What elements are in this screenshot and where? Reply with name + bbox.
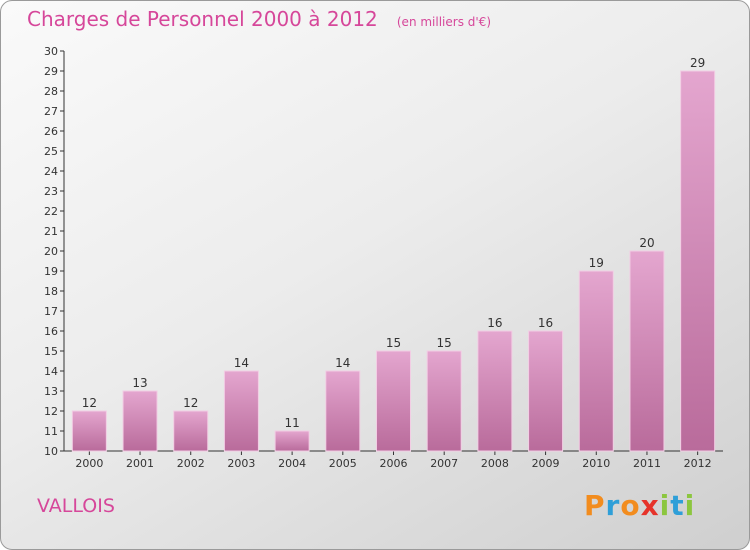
x-tick-label: 2004 (278, 457, 306, 470)
y-tick-label: 29 (44, 65, 58, 78)
y-tick-label: 18 (44, 285, 58, 298)
y-tick-label: 10 (44, 445, 58, 458)
y-tick-label: 17 (44, 305, 58, 318)
bar-value-label: 14 (234, 356, 249, 370)
x-tick-label: 2011 (633, 457, 661, 470)
chart-subtitle: (en milliers d'€) (396, 15, 491, 29)
x-tick-label: 2001 (126, 457, 154, 470)
y-tick-label: 27 (44, 105, 58, 118)
y-tick-label: 24 (44, 165, 58, 178)
x-tick-label: 2000 (75, 457, 103, 470)
x-tick-label: 2006 (380, 457, 408, 470)
bar-value-label: 13 (132, 376, 147, 390)
y-tick-label: 11 (44, 425, 58, 438)
proxiti-logo: Proxiti (584, 489, 695, 522)
logo-letter: o (620, 489, 641, 522)
bar (376, 350, 411, 452)
bar (629, 250, 665, 452)
chart-title: Charges de Personnel 2000 à 2012 (27, 7, 378, 31)
x-tick-label: 2003 (227, 457, 255, 470)
y-tick-label: 21 (44, 225, 58, 238)
city-name: VALLOIS (37, 495, 115, 517)
bar (122, 390, 158, 452)
logo-letter: i (659, 489, 671, 522)
x-tick-label: 2005 (329, 457, 357, 470)
title-block: Charges de Personnel 2000 à 2012 (en mil… (27, 7, 491, 31)
logo-letter: i (684, 489, 696, 522)
bar-value-label: 14 (335, 356, 350, 370)
bar (578, 270, 614, 452)
bar-value-label: 16 (487, 316, 502, 330)
logo-letter: P (584, 489, 606, 522)
y-tick-label: 30 (44, 45, 58, 58)
y-tick-label: 13 (44, 385, 58, 398)
logo-letter: x (640, 489, 660, 522)
y-tick-label: 22 (44, 205, 58, 218)
bar (173, 410, 209, 452)
bar-value-label: 15 (437, 336, 452, 350)
bar-value-label: 11 (284, 416, 299, 430)
y-tick-label: 16 (44, 325, 58, 338)
bar (71, 410, 107, 452)
data-labels: 12 13 12 14 11 14 15 15 16 16 19 20 29 (82, 56, 706, 430)
x-tick-label: 2009 (532, 457, 560, 470)
y-tick-label: 19 (44, 265, 58, 278)
x-tick-label: 2010 (582, 457, 610, 470)
logo-letter: t (670, 489, 685, 522)
y-tick-label: 28 (44, 85, 58, 98)
y-tick-label: 25 (44, 145, 58, 158)
bar-value-label: 19 (589, 256, 604, 270)
bar-value-label: 15 (386, 336, 401, 350)
logo-letter: r (605, 489, 621, 522)
bar (680, 70, 716, 452)
bar (477, 330, 513, 452)
bar (223, 370, 259, 452)
bar (528, 330, 564, 452)
y-tick-label: 15 (44, 345, 58, 358)
bar-value-label: 20 (639, 236, 654, 250)
x-tick-label: 2002 (177, 457, 205, 470)
x-tick-label: 2007 (430, 457, 458, 470)
y-tick-label: 14 (44, 365, 58, 378)
x-tick-label: 2008 (481, 457, 509, 470)
y-tick-label: 12 (44, 405, 58, 418)
y-tick-label: 20 (44, 245, 58, 258)
bar (426, 350, 462, 452)
bar-value-label: 16 (538, 316, 553, 330)
axes: 10 11 12 13 14 15 16 17 18 19 20 21 22 23 24 25 26 27 28 29… (44, 45, 723, 470)
bar-value-label: 12 (82, 396, 97, 410)
bar (274, 430, 310, 452)
y-tick-label: 26 (44, 125, 58, 138)
bars (71, 70, 716, 452)
bar-value-label: 29 (690, 56, 705, 70)
bar-value-label: 12 (183, 396, 198, 410)
x-tick-label: 2012 (684, 457, 712, 470)
y-tick-label: 23 (44, 185, 58, 198)
bar (325, 370, 361, 452)
